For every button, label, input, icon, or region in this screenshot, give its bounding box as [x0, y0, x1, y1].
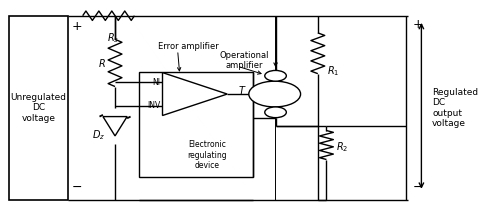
Polygon shape [103, 117, 127, 136]
Text: $R_1$: $R_1$ [327, 64, 340, 78]
Text: Error amplifier: Error amplifier [158, 42, 219, 51]
FancyBboxPatch shape [139, 71, 253, 177]
Circle shape [265, 107, 286, 118]
FancyBboxPatch shape [9, 16, 68, 200]
Text: Regulated
DC
output
voltage: Regulated DC output voltage [432, 88, 479, 128]
Text: $R_s$: $R_s$ [107, 31, 119, 44]
Text: Electronic
regulating
device: Electronic regulating device [187, 140, 227, 170]
Text: −: − [166, 101, 174, 111]
Text: NI: NI [152, 78, 160, 87]
Text: Unregulated
DC
voltage: Unregulated DC voltage [11, 93, 67, 123]
Text: −: − [413, 181, 423, 194]
Polygon shape [162, 73, 227, 116]
Text: $R$: $R$ [98, 57, 105, 69]
Text: +: + [413, 18, 423, 31]
Text: INV: INV [147, 101, 160, 110]
Text: +: + [167, 78, 174, 87]
Circle shape [249, 81, 301, 107]
Text: $R_2$: $R_2$ [336, 140, 348, 154]
Text: Operational
amplifier: Operational amplifier [220, 51, 269, 70]
Text: +: + [72, 20, 82, 33]
Circle shape [265, 70, 286, 81]
Text: $D_z$: $D_z$ [92, 128, 105, 142]
Text: $C$: $C$ [272, 70, 279, 81]
Text: −: − [72, 181, 82, 194]
Text: $E$: $E$ [272, 107, 279, 118]
Text: $T$: $T$ [238, 84, 247, 96]
